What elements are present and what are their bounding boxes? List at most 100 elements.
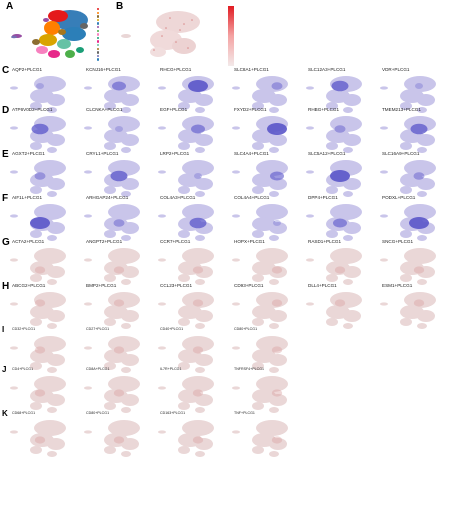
umap-feature-plot — [232, 420, 288, 457]
umap-feature-plot — [84, 376, 140, 413]
feature-plot-title: ABCG2+PLCG1 — [12, 283, 46, 288]
panel-label-h: H — [2, 281, 10, 292]
umap-feature-plot — [380, 292, 436, 329]
feature-plot: KCNJ16+PLCG1 — [80, 67, 150, 118]
legend-item — [97, 40, 100, 44]
feature-plot-title: DPP4+PLCG1 — [308, 195, 338, 200]
feature-plot-title: CD163+PLCG1 — [160, 411, 186, 415]
panel-label-i: I — [2, 325, 5, 334]
cluster-legend — [97, 8, 100, 62]
umap-feature-plot — [84, 420, 140, 457]
feature-plot: EGF+PLCG1 — [154, 107, 224, 158]
feature-plot: COL4A4+PLCG1 — [228, 195, 298, 246]
feature-plot-title: FXYD2+PLCG1 — [234, 107, 267, 112]
feature-plot: SLC4A4+PLCG1 — [228, 151, 298, 202]
feature-plot-title: SLC16A9+PLCG1 — [382, 151, 420, 156]
feature-plot: HOPX+PLCG1 — [228, 239, 298, 290]
feature-plot-title: DLL4+PLCG1 — [308, 283, 337, 288]
umap-feature-plot — [380, 204, 436, 241]
feature-plot: SLC16A9+PLCG1 — [376, 151, 446, 202]
umap-feature-plot — [158, 376, 214, 413]
umap-feature-plot — [10, 76, 66, 113]
legend-item — [97, 26, 100, 30]
feature-plot: CD32+PLCG1 — [6, 327, 76, 378]
umap-feature-plot — [306, 204, 362, 241]
feature-plot: CCL23+PLCG1 — [154, 283, 224, 334]
feature-plot: CLCNKA+PLCG1 — [80, 107, 150, 158]
feature-plot: LRP2+PLCG1 — [154, 151, 224, 202]
feature-plot-title: CD93+PLCG1 — [234, 283, 264, 288]
umap-feature-plot — [10, 160, 66, 197]
feature-plot-title: SLC5A12+PLCG1 — [308, 151, 346, 156]
feature-plot: CD68+PLCG1 — [6, 411, 76, 462]
legend-item — [97, 47, 100, 52]
panel-label-a: A — [6, 1, 14, 12]
feature-plot-title: CD68+PLCG1 — [12, 411, 36, 415]
feature-plot-title: TNFRSF4+PLCG1 — [234, 367, 265, 371]
feature-plot: CCR7+PLCG1 — [154, 239, 224, 290]
feature-plot: ATP6V0D2+PLCG1 — [6, 107, 76, 158]
feature-plot-title: CCL23+PLCG1 — [160, 283, 193, 288]
feature-plot-title: COL4A4+PLCG1 — [234, 195, 270, 200]
feature-plot-title: ANGPT2+PLCG1 — [86, 239, 123, 244]
feature-plot-title: CRYL1+PLCG1 — [86, 151, 119, 156]
feature-plot: SLC8A1+PLCG1 — [228, 67, 298, 118]
feature-plot: AGXT2+PLCG1 — [6, 151, 76, 202]
feature-plot: RASD1+PLCG1 — [302, 239, 372, 290]
panel-label-e: E — [2, 149, 9, 160]
feature-plot-title: ATP6V0D2+PLCG1 — [12, 107, 53, 112]
feature-plot: AQP2+PLCG1 — [6, 67, 76, 118]
feature-plot-title: CD32+PLCG1 — [12, 327, 36, 331]
umap-expression-plot — [121, 11, 200, 57]
feature-plot: DPP4+PLCG1 — [302, 195, 372, 246]
feature-plot: AIF1L+PLCG1 — [6, 195, 76, 246]
umap-feature-plot — [84, 204, 140, 241]
legend-item — [97, 51, 100, 55]
umap-feature-plot — [380, 116, 436, 153]
umap-feature-plot — [10, 248, 66, 285]
feature-plot: CD27+PLCG1 — [80, 327, 150, 378]
feature-plot: CD8A+PLCG1 — [80, 367, 150, 418]
panel-label-k: K — [2, 409, 8, 418]
umap-feature-plot — [158, 204, 214, 241]
legend-item — [97, 15, 100, 19]
panel-label-d: D — [2, 105, 10, 116]
feature-plot: ABCG2+PLCG1 — [6, 283, 76, 334]
panel-label-g: G — [2, 237, 10, 248]
feature-plot-title: SLC12A3+PLCG1 — [308, 67, 346, 72]
feature-plot-title: CLCNKA+PLCG1 — [86, 107, 123, 112]
feature-plot-title: VDR+PLCG1 — [382, 67, 410, 72]
feature-plot: BMP2+PLCG1 — [80, 283, 150, 334]
feature-plot: FXYD2+PLCG1 — [228, 107, 298, 158]
feature-plot: CD80+PLCG1 — [80, 411, 150, 462]
umap-feature-plot — [10, 376, 66, 413]
feature-plot: CD163+PLCG1 — [154, 411, 224, 462]
feature-plot-title: AIF1L+PLCG1 — [12, 195, 43, 200]
feature-plot: SNCG+PLCG1 — [376, 239, 446, 290]
umap-feature-plot — [306, 248, 362, 285]
feature-plot: SLC5A12+PLCG1 — [302, 151, 372, 202]
legend-item — [97, 29, 100, 34]
feature-plot: CD4+PLCG1 — [6, 367, 76, 418]
umap-clusters-plot — [11, 10, 88, 58]
umap-feature-plot — [158, 160, 214, 197]
umap-feature-plot — [84, 248, 140, 285]
feature-plot-title: RHCG+PLCG1 — [160, 67, 192, 72]
umap-feature-plot — [84, 76, 140, 113]
feature-plot-title: RASD1+PLCG1 — [308, 239, 342, 244]
umap-feature-plot — [380, 248, 436, 285]
feature-plot: TNF+PLCG1 — [228, 411, 298, 462]
umap-feature-plot — [158, 292, 214, 329]
legend-item — [97, 22, 100, 26]
legend-item — [97, 44, 100, 48]
feature-plot: TNFRSF4+PLCG1 — [228, 367, 298, 418]
legend-item — [97, 18, 100, 23]
feature-plot: ACTA2+PLCG1 — [6, 239, 76, 290]
umap-feature-plot — [10, 116, 66, 153]
feature-plot: TMEM213+PLCG1 — [376, 107, 446, 158]
feature-plot: VDR+PLCG1 — [376, 67, 446, 118]
feature-plot-title: AGXT2+PLCG1 — [12, 151, 45, 156]
feature-plot: COL4A3+PLCG1 — [154, 195, 224, 246]
feature-plot-title: HOPX+PLCG1 — [234, 239, 265, 244]
panel-label-b: B — [116, 1, 124, 12]
